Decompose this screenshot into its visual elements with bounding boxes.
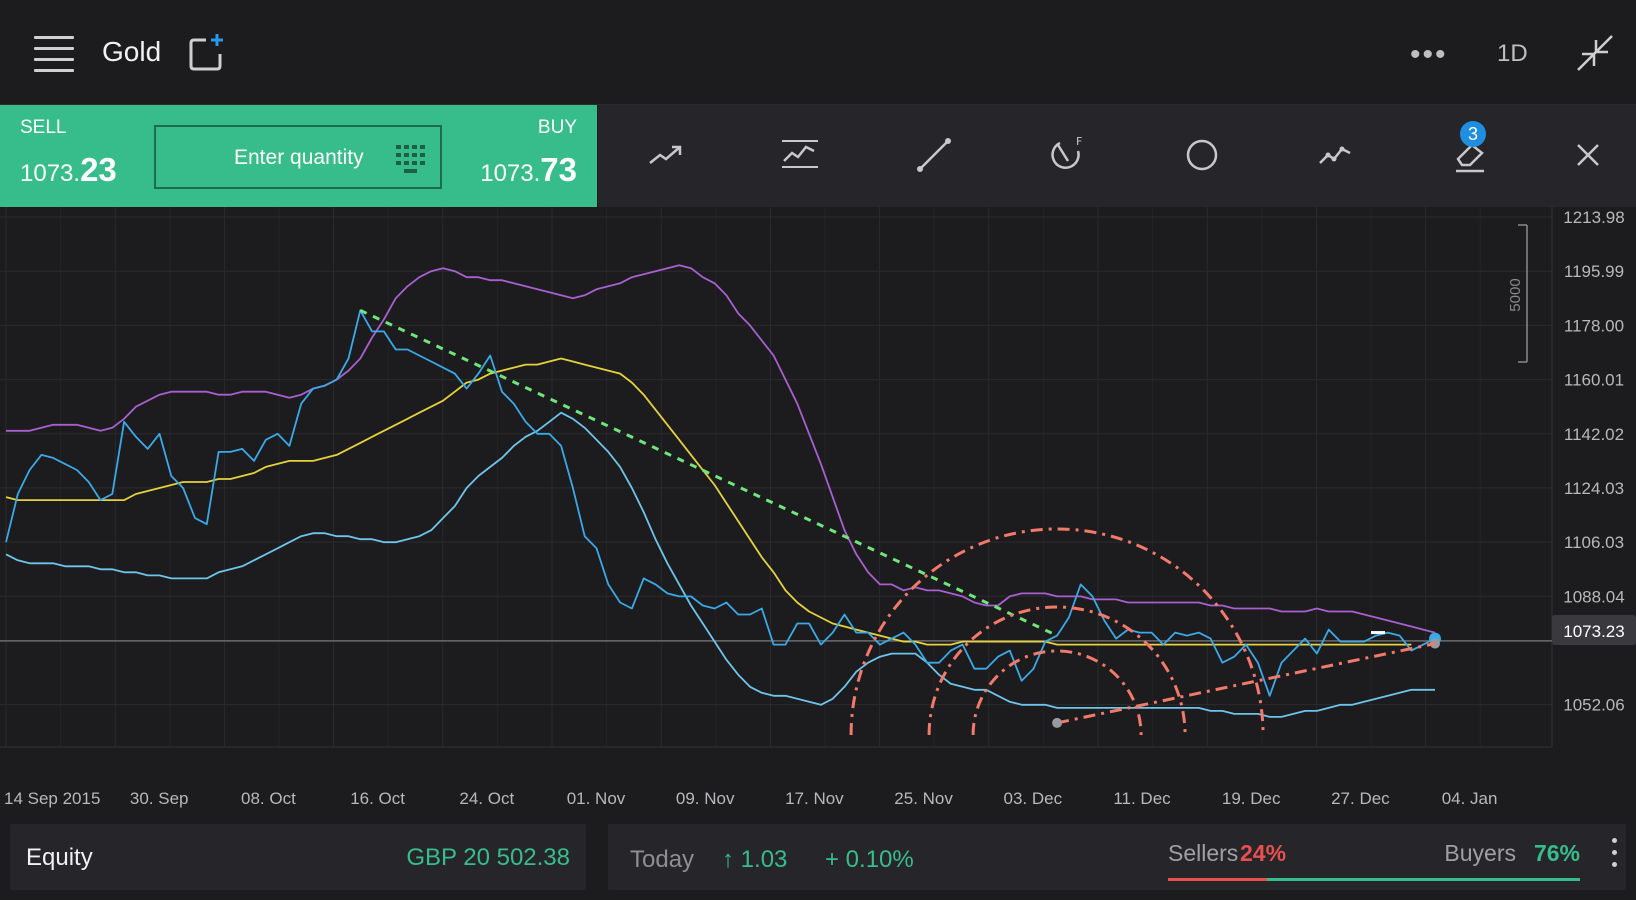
- chart-drawings: [359, 308, 1436, 735]
- buy-price: 1073.73: [480, 151, 577, 189]
- buyers-percent: 76%: [1533, 840, 1580, 866]
- x-tick-label: 27. Dec: [1331, 789, 1390, 808]
- y-tick-label: 1178.00: [1564, 316, 1624, 335]
- y-tick-label: 1124.03: [1564, 479, 1624, 498]
- sell-label: SELL: [20, 117, 67, 138]
- y-tick-label: 1106.03: [1564, 533, 1624, 552]
- fibonacci-icon[interactable]: F: [1046, 133, 1090, 177]
- lower-band-line: [5, 411, 1435, 718]
- quantity-placeholder: Enter quantity: [234, 146, 364, 169]
- buy-price-prefix: 1073.: [480, 160, 541, 187]
- period-selector[interactable]: 1D: [1497, 40, 1528, 67]
- fibonacci-arc-middle: [927, 606, 1187, 735]
- sellers-bar: [1168, 878, 1267, 881]
- x-tick-label: 09. Nov: [676, 789, 735, 808]
- channel-icon[interactable]: [778, 133, 822, 177]
- price-line: [5, 309, 1436, 697]
- x-tick-label: 01. Nov: [567, 789, 626, 808]
- x-tick-label: 30. Sep: [130, 789, 189, 808]
- daily-change-percent: + 0.10%: [825, 846, 914, 873]
- daily-stats-panel: Today ↑ 1.03 + 0.10% Sellers 24% Buyers …: [608, 824, 1626, 890]
- equity-label: Equity: [26, 844, 93, 871]
- equity-panel[interactable]: Equity GBP 20 502.38: [10, 824, 586, 890]
- today-label: Today: [630, 846, 695, 873]
- collapse-icon[interactable]: [1576, 34, 1614, 72]
- drawing-toolbar: F 3: [598, 105, 1636, 208]
- middle-band-line: [5, 357, 1412, 646]
- eraser-tool[interactable]: 3: [1448, 121, 1492, 177]
- instrument-title: Gold: [102, 36, 162, 67]
- upper-band-line: [6, 264, 1436, 634]
- series-lines: [5, 264, 1441, 718]
- buy-label: BUY: [537, 117, 577, 138]
- daily-change: ↑ 1.03: [722, 846, 787, 874]
- y-tick-label: 1142.02: [1564, 425, 1624, 444]
- sell-button[interactable]: SELL 1073.23: [20, 117, 117, 189]
- quantity-input[interactable]: Enter quantity: [154, 125, 442, 189]
- keypad-icon[interactable]: [396, 145, 426, 173]
- sellers-label: Sellers: [1168, 840, 1239, 866]
- fibonacci-anchor-point: [1052, 717, 1063, 728]
- sentiment-indicator[interactable]: Sellers 24% Buyers 76%: [1168, 838, 1580, 882]
- y-tick-label: 1160.01: [1564, 371, 1624, 390]
- fibonacci-baseline: [1056, 642, 1436, 725]
- x-axis-labels: 14 Sep 2015 30. Sep 08. Oct 16. Oct 24. Oct 0…: [4, 789, 1497, 808]
- price-chart[interactable]: 5000 1213.98 1195.99 1178.00 1160.01 1142.02…: [0, 207, 1636, 810]
- x-tick-label: 19. Dec: [1222, 789, 1281, 808]
- menu-icon[interactable]: [34, 36, 74, 72]
- fibonacci-arc-outer: [849, 528, 1265, 735]
- bottom-bar: Equity GBP 20 502.38 Today ↑ 1.03 + 0.10…: [0, 810, 1636, 900]
- eraser-count-badge: 3: [1460, 121, 1486, 147]
- add-watchlist-icon[interactable]: [188, 32, 226, 72]
- chart-grid: [0, 207, 1553, 748]
- svg-text:F: F: [1076, 135, 1082, 148]
- trade-panel: SELL 1073.23 Enter quantity BUY 1073.73: [0, 105, 597, 207]
- x-tick-label: 24. Oct: [459, 789, 514, 808]
- close-icon[interactable]: [1566, 133, 1610, 177]
- sell-price: 1073.23: [20, 151, 117, 189]
- volume-scale-label: 5000: [1507, 278, 1524, 311]
- kebab-menu-icon[interactable]: [1610, 838, 1618, 878]
- y-tick-label: 1088.04: [1563, 587, 1624, 606]
- x-tick-label: 16. Oct: [350, 789, 405, 808]
- line-segment-icon[interactable]: [912, 133, 956, 177]
- y-axis-labels: 1213.98 1195.99 1178.00 1160.01 1142.02 1124.…: [1563, 208, 1624, 715]
- x-tick-label: 08. Oct: [241, 789, 296, 808]
- eraser-icon: [1456, 143, 1484, 173]
- sell-price-big: 23: [80, 151, 117, 188]
- x-tick-label: 04. Jan: [1442, 789, 1498, 808]
- x-tick-label: 11. Dec: [1113, 789, 1171, 808]
- trend-line-icon[interactable]: [644, 133, 688, 177]
- arrow-up-icon: ↑: [722, 846, 741, 873]
- equity-value: GBP 20 502.38: [406, 844, 570, 871]
- x-tick-label: 25. Nov: [894, 789, 953, 808]
- path-icon[interactable]: [1314, 133, 1358, 177]
- buy-button[interactable]: BUY 1073.73: [480, 117, 577, 189]
- sellers-percent: 24%: [1240, 840, 1287, 866]
- x-tick-label: 17. Nov: [785, 789, 844, 808]
- y-tick-label: 1052.06: [1563, 696, 1624, 715]
- top-bar: Gold ••• 1D: [0, 0, 1636, 105]
- current-price-tag: 1073.23: [1552, 615, 1636, 645]
- buy-price-big: 73: [540, 151, 577, 188]
- circle-icon[interactable]: [1180, 133, 1224, 177]
- x-tick-label: 03. Dec: [1004, 789, 1063, 808]
- sell-price-prefix: 1073.: [20, 160, 81, 187]
- trendline-drawing: [359, 308, 1058, 637]
- y-tick-label: 1195.99: [1564, 262, 1624, 281]
- buyers-bar: [1266, 878, 1580, 881]
- current-price-label: 1073.23: [1563, 622, 1624, 641]
- buyers-label: Buyers: [1444, 840, 1516, 866]
- y-tick-label: 1213.98: [1563, 208, 1624, 227]
- daily-change-value: 1.03: [740, 846, 788, 873]
- more-icon[interactable]: •••: [1410, 38, 1448, 71]
- fibonacci-arc-inner: [971, 650, 1143, 735]
- x-tick-label: 14 Sep 2015: [4, 789, 100, 808]
